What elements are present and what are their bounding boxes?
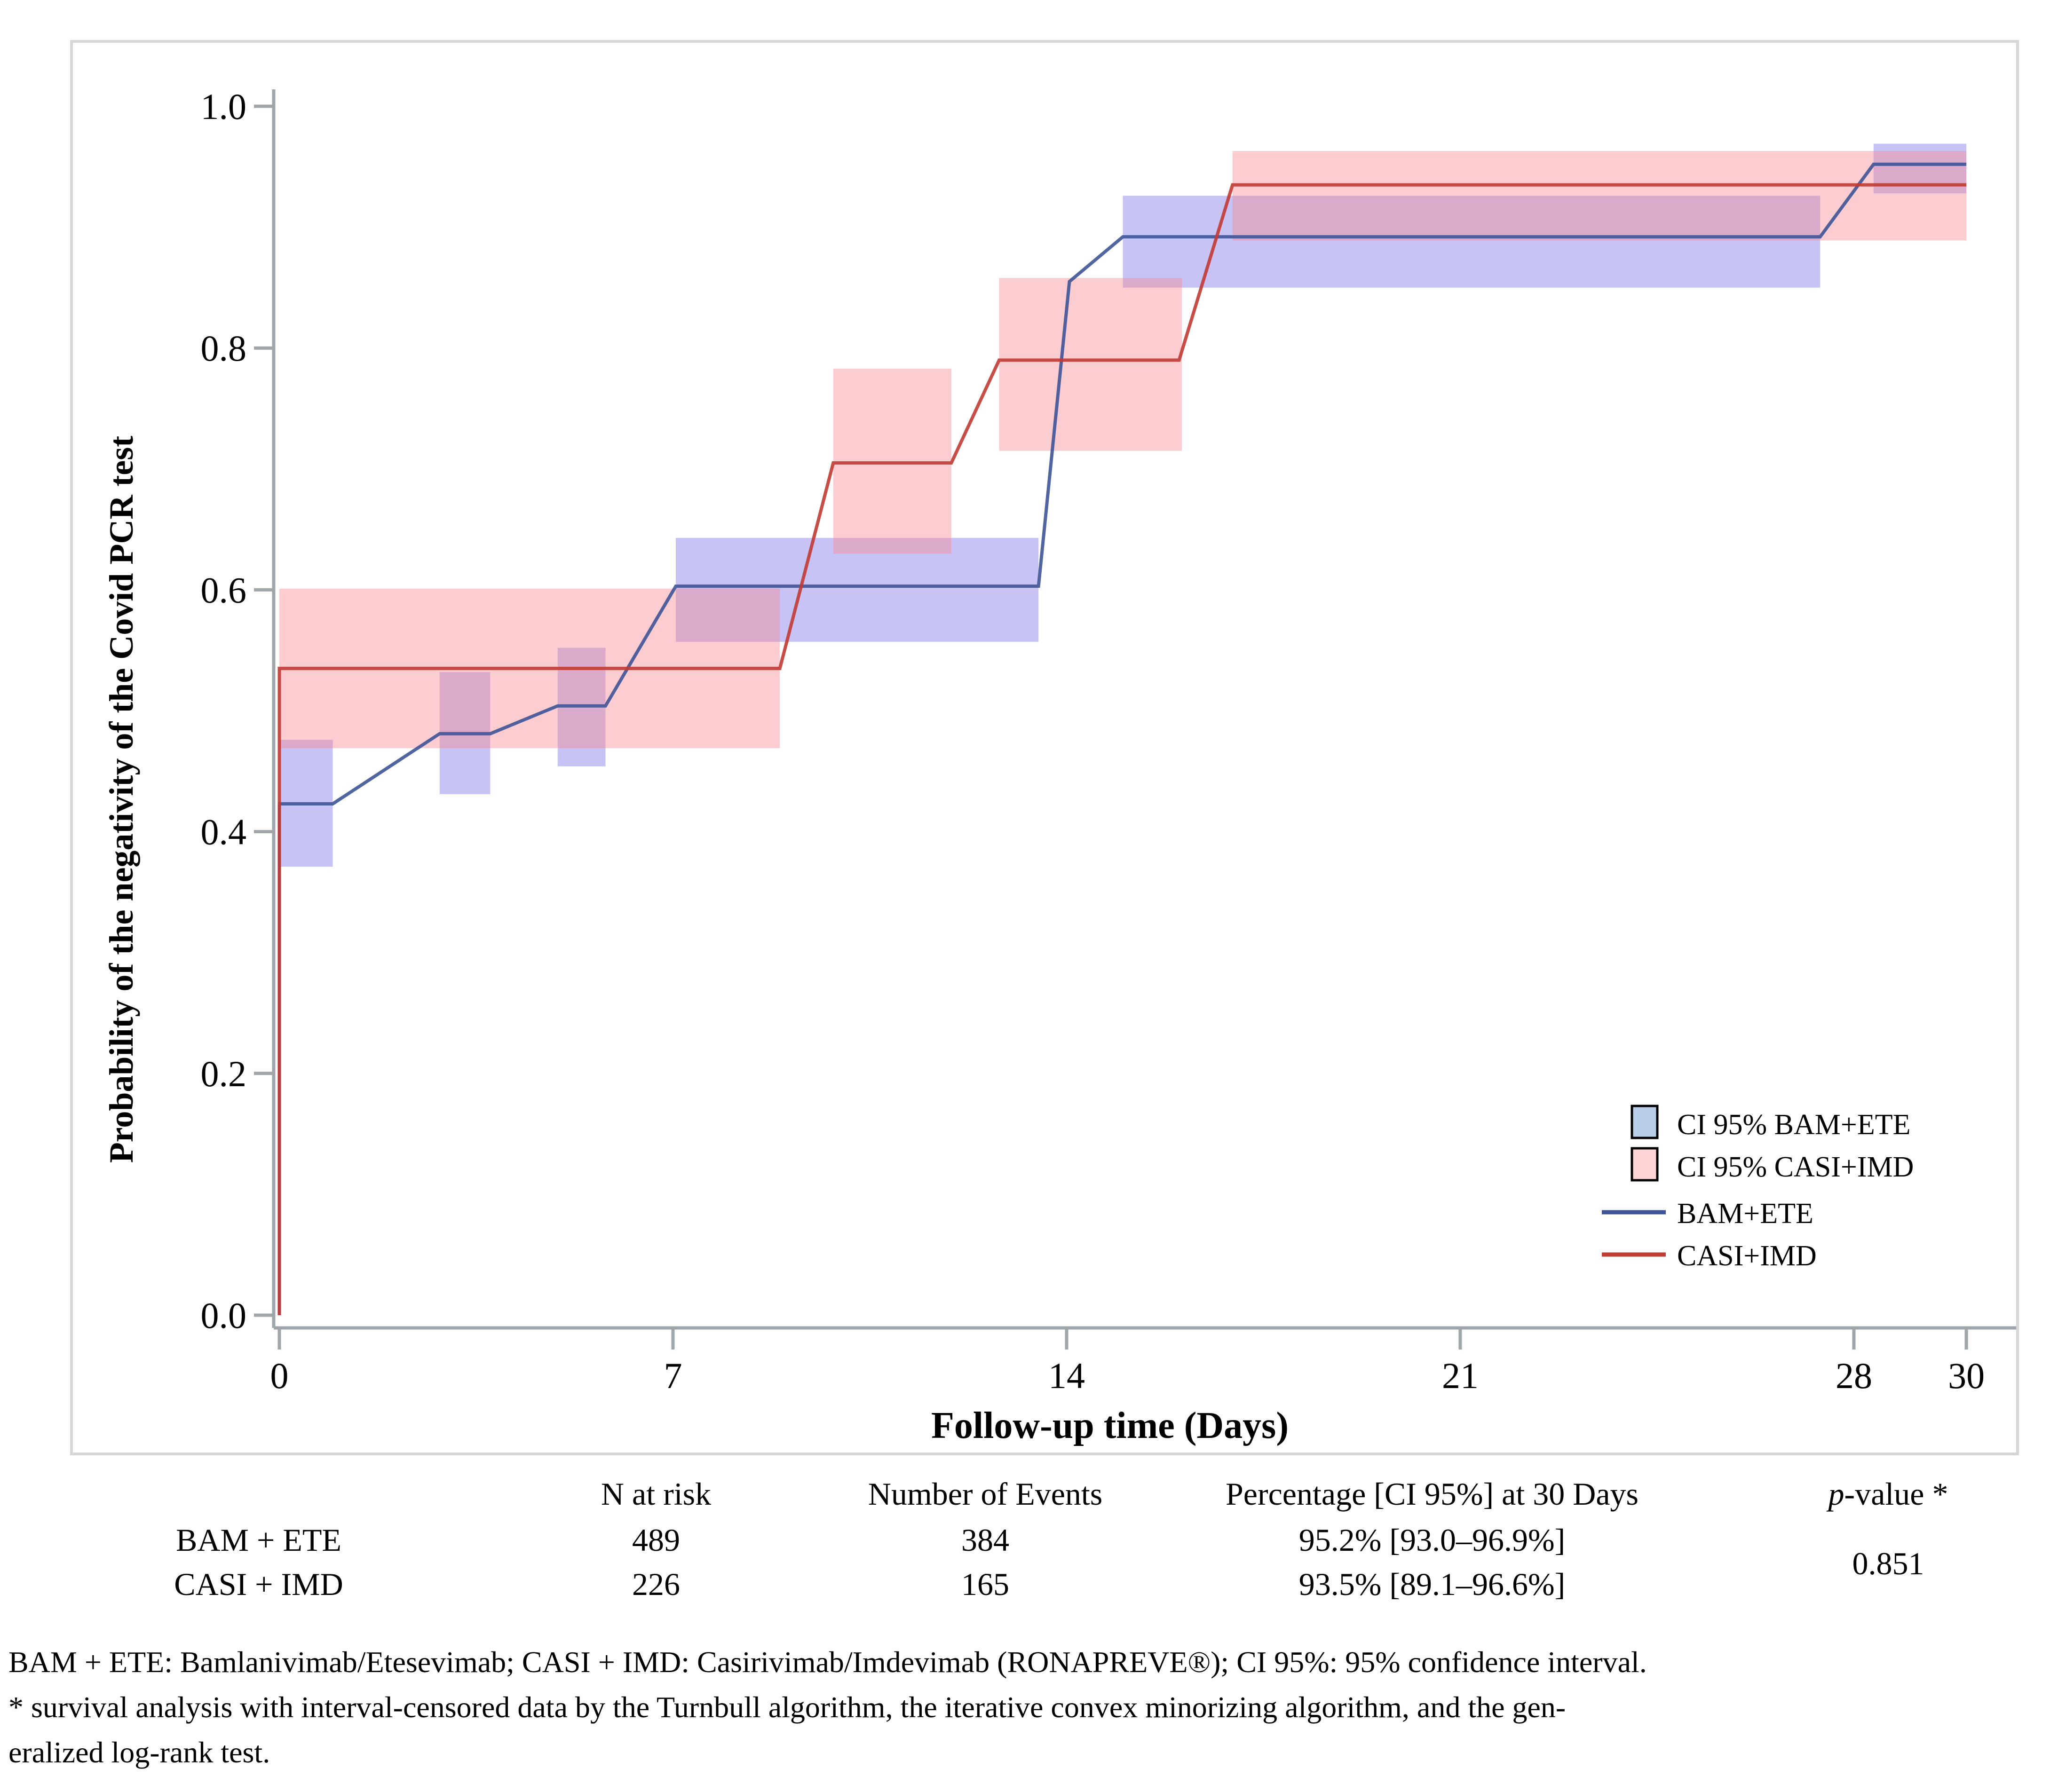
footnote-line-1: BAM + ETE: Bamlanivimab/Etesevimab; CASI… xyxy=(8,1645,1647,1679)
legend-label: BAM+ETE xyxy=(1677,1198,1813,1230)
row-bam-percentage: 95.2% [93.0–96.9%] xyxy=(1299,1522,1566,1558)
y-tick-label: 1.0 xyxy=(201,86,247,127)
ci-box-bamete xyxy=(675,537,1039,642)
footnotes: BAM + ETE: Bamlanivimab/Etesevimab; CASI… xyxy=(8,1645,1647,1769)
table-row: BAM + ETE 489 384 95.2% [93.0–96.9%] xyxy=(176,1522,1565,1558)
ci-box-casiimd xyxy=(1232,151,1967,241)
row-bam-events: 384 xyxy=(961,1522,1009,1558)
summary-table: N at risk Number of Events Percentage [C… xyxy=(174,1476,1948,1602)
legend-label: CI 95% CASI+IMD xyxy=(1677,1151,1914,1183)
row-casi-label: CASI + IMD xyxy=(174,1566,343,1602)
row-bam-n: 489 xyxy=(632,1522,680,1558)
y-tick-label: 0.6 xyxy=(201,569,247,610)
x-tick-label: 14 xyxy=(1048,1355,1085,1396)
y-tick-label: 0.0 xyxy=(201,1295,247,1336)
axis-ticks-layer: 1.0 0.8 0.6 0.4 0.2 0.0 0 7 14 21 28 30 xyxy=(201,86,1985,1396)
y-tick-label: 0.4 xyxy=(201,812,247,853)
curve-bamete xyxy=(277,162,1967,1315)
row-casi-n: 226 xyxy=(632,1566,680,1602)
x-axis-title: Follow-up time (Days) xyxy=(931,1405,1289,1446)
x-tick-label: 21 xyxy=(1442,1355,1479,1396)
footnote-line-2: * survival analysis with interval-censor… xyxy=(8,1690,1566,1724)
plot-panel-border xyxy=(70,40,2019,1455)
y-tick-label: 0.2 xyxy=(201,1053,247,1094)
curves-layer xyxy=(277,162,1967,1315)
legend-swatch-ci-95-bam-ete xyxy=(1631,1105,1659,1139)
row-casi-percentage: 93.5% [89.1–96.6%] xyxy=(1299,1566,1566,1602)
table-header-percentage: Percentage [CI 95%] at 30 Days xyxy=(1226,1476,1638,1512)
legend: CI 95% BAM+ETE CI 95% CASI+IMD BAM+ETE CASI… xyxy=(1602,1105,1914,1272)
ci-box-casiimd xyxy=(833,368,951,554)
x-tick-label: 28 xyxy=(1836,1355,1872,1396)
y-tick-label: 0.8 xyxy=(201,328,247,369)
x-tick-label: 7 xyxy=(664,1355,682,1396)
x-tick-label: 30 xyxy=(1948,1355,1985,1396)
table-row: CASI + IMD 226 165 93.5% [89.1–96.6%] xyxy=(174,1566,1565,1602)
legend-label: CI 95% BAM+ETE xyxy=(1677,1109,1910,1141)
y-axis-title: Probability of the negativity of the Cov… xyxy=(103,436,140,1163)
p-value-rest: -value * xyxy=(1844,1476,1948,1512)
table-header-p-value: p-value * xyxy=(1827,1476,1948,1512)
table-header-events: Number of Events xyxy=(868,1476,1103,1512)
ci-boxes-layer xyxy=(279,143,1967,867)
curve-casiimd xyxy=(277,183,1967,1315)
row-bam-label: BAM + ETE xyxy=(176,1522,341,1558)
p-value: 0.851 xyxy=(1852,1546,1924,1581)
table-header-n-at-risk: N at risk xyxy=(601,1476,711,1512)
row-casi-events: 165 xyxy=(961,1566,1009,1602)
footnote-line-3: eralized log-rank test. xyxy=(8,1736,270,1769)
x-tick-label: 0 xyxy=(270,1355,289,1396)
ci-box-bamete xyxy=(1123,196,1821,288)
p-value-italic-p: p xyxy=(1827,1476,1844,1512)
legend-swatch-ci-95-casi-imd xyxy=(1631,1147,1659,1182)
ci-box-casiimd xyxy=(999,278,1182,451)
legend-label: CASI+IMD xyxy=(1677,1240,1817,1272)
